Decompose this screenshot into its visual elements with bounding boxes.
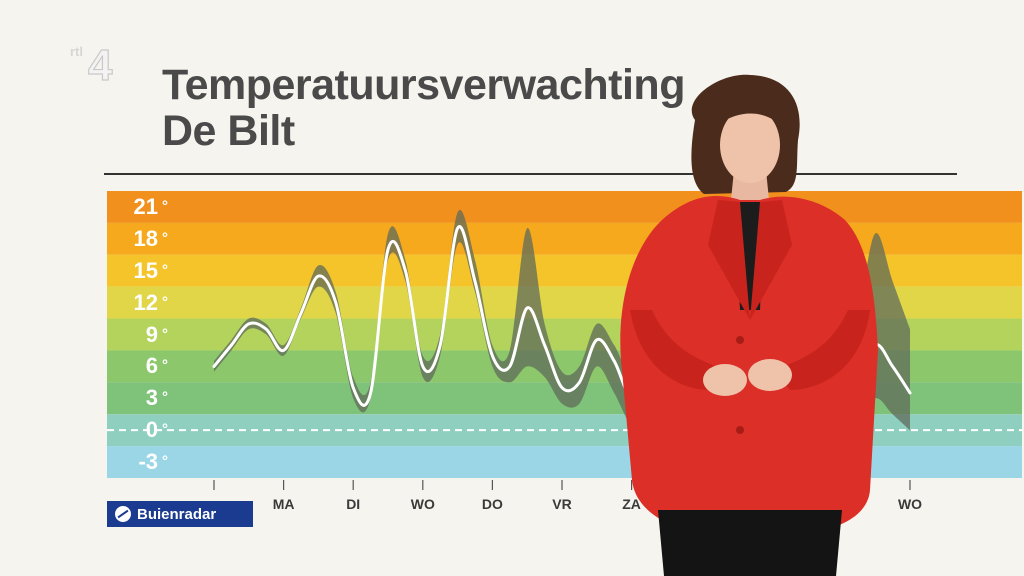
x-tick-label: DO <box>481 496 503 512</box>
svg-text:rtl: rtl <box>70 44 83 59</box>
buienradar-badge: Buienradar <box>107 501 253 527</box>
buienradar-label: Buienradar <box>137 505 217 523</box>
title-line-2: De Bilt <box>162 107 295 155</box>
x-tick-label: WO <box>410 496 435 512</box>
x-tick-label: MA <box>272 496 295 512</box>
y-tick-label: 21 ° <box>133 193 168 219</box>
y-tick-label: 12 ° <box>133 289 168 315</box>
title-divider <box>104 173 957 175</box>
x-tick-label: WO <box>897 496 923 512</box>
temperature-band-1 <box>107 222 1022 255</box>
channel-logo-number: 4 <box>88 41 113 82</box>
temperature-band-0 <box>107 191 1022 223</box>
y-tick-label: 15 ° <box>133 257 168 283</box>
page-title: Temperatuursverwachting De Bilt <box>162 62 685 154</box>
x-tick-label: VR <box>552 496 572 512</box>
y-tick-label: -3 ° <box>138 449 168 475</box>
y-tick-label: 9 ° <box>145 321 168 347</box>
presenter-figure <box>620 74 878 576</box>
title-line-1: Temperatuursverwachting <box>162 61 685 109</box>
y-tick-label: 18 ° <box>133 225 168 251</box>
y-tick-label: 6 ° <box>145 353 168 379</box>
channel-logo: rtl 4 <box>70 40 114 82</box>
y-tick-label: 3 ° <box>145 385 168 411</box>
x-tick-label: ZA <box>622 496 641 512</box>
x-tick-label: DI <box>346 496 361 512</box>
buienradar-icon <box>115 506 131 522</box>
y-tick-label: 0 ° <box>145 417 168 443</box>
